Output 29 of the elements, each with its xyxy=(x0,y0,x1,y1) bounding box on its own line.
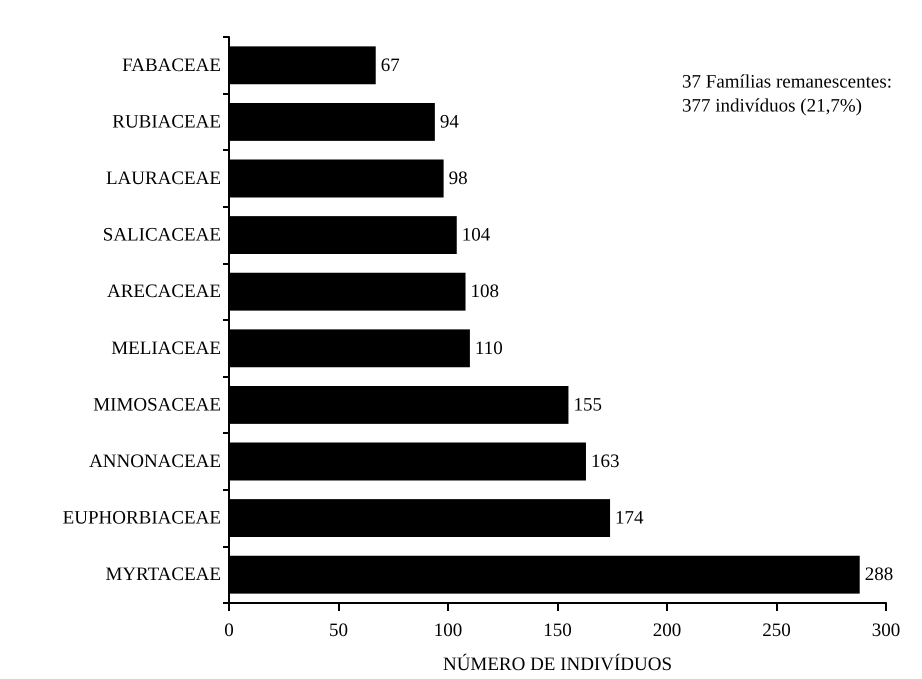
data-label: 108 xyxy=(470,281,500,302)
data-label: 98 xyxy=(448,168,468,189)
y-tick-label: ANNONACEAE xyxy=(89,451,221,472)
y-tick-label: SALICACEAE xyxy=(102,224,221,246)
x-tick-label: 300 xyxy=(872,620,900,641)
y-tick-label: MYRTACEAE xyxy=(105,564,221,586)
x-tick-label: 0 xyxy=(224,620,234,641)
x-axis-title: NÚMERO DE INDIVÍDUOS xyxy=(442,653,672,675)
annotation: 37 Famílias remanescentes: 377 indivíduos (21,7%) xyxy=(682,72,892,116)
y-tick-label: MELIACEAE xyxy=(111,338,221,359)
y-tick-label: MIMOSACEAE xyxy=(93,394,221,416)
x-tick-label: 250 xyxy=(762,620,791,641)
y-tick-label: RUBIACEAE xyxy=(112,111,221,132)
data-label: 155 xyxy=(573,394,602,416)
x-tick-label: 200 xyxy=(652,620,682,641)
y-tick-label: LAURACEAE xyxy=(106,168,221,189)
data-label: 104 xyxy=(462,224,491,246)
data-label: 94 xyxy=(440,111,460,132)
data-label: 110 xyxy=(474,338,503,359)
x-tick-label: 150 xyxy=(543,620,572,641)
data-label: 67 xyxy=(380,54,400,76)
data-label: 174 xyxy=(615,508,644,529)
y-tick-label: FABACEAE xyxy=(122,54,221,76)
y-tick-label: EUPHORBIACEAE xyxy=(62,508,221,529)
x-tick-label: 50 xyxy=(329,620,348,641)
y-tick-label: ARECACEAE xyxy=(107,281,221,302)
data-label: 163 xyxy=(590,451,620,472)
x-tick-label: 100 xyxy=(434,620,462,641)
data-label: 288 xyxy=(864,564,894,586)
